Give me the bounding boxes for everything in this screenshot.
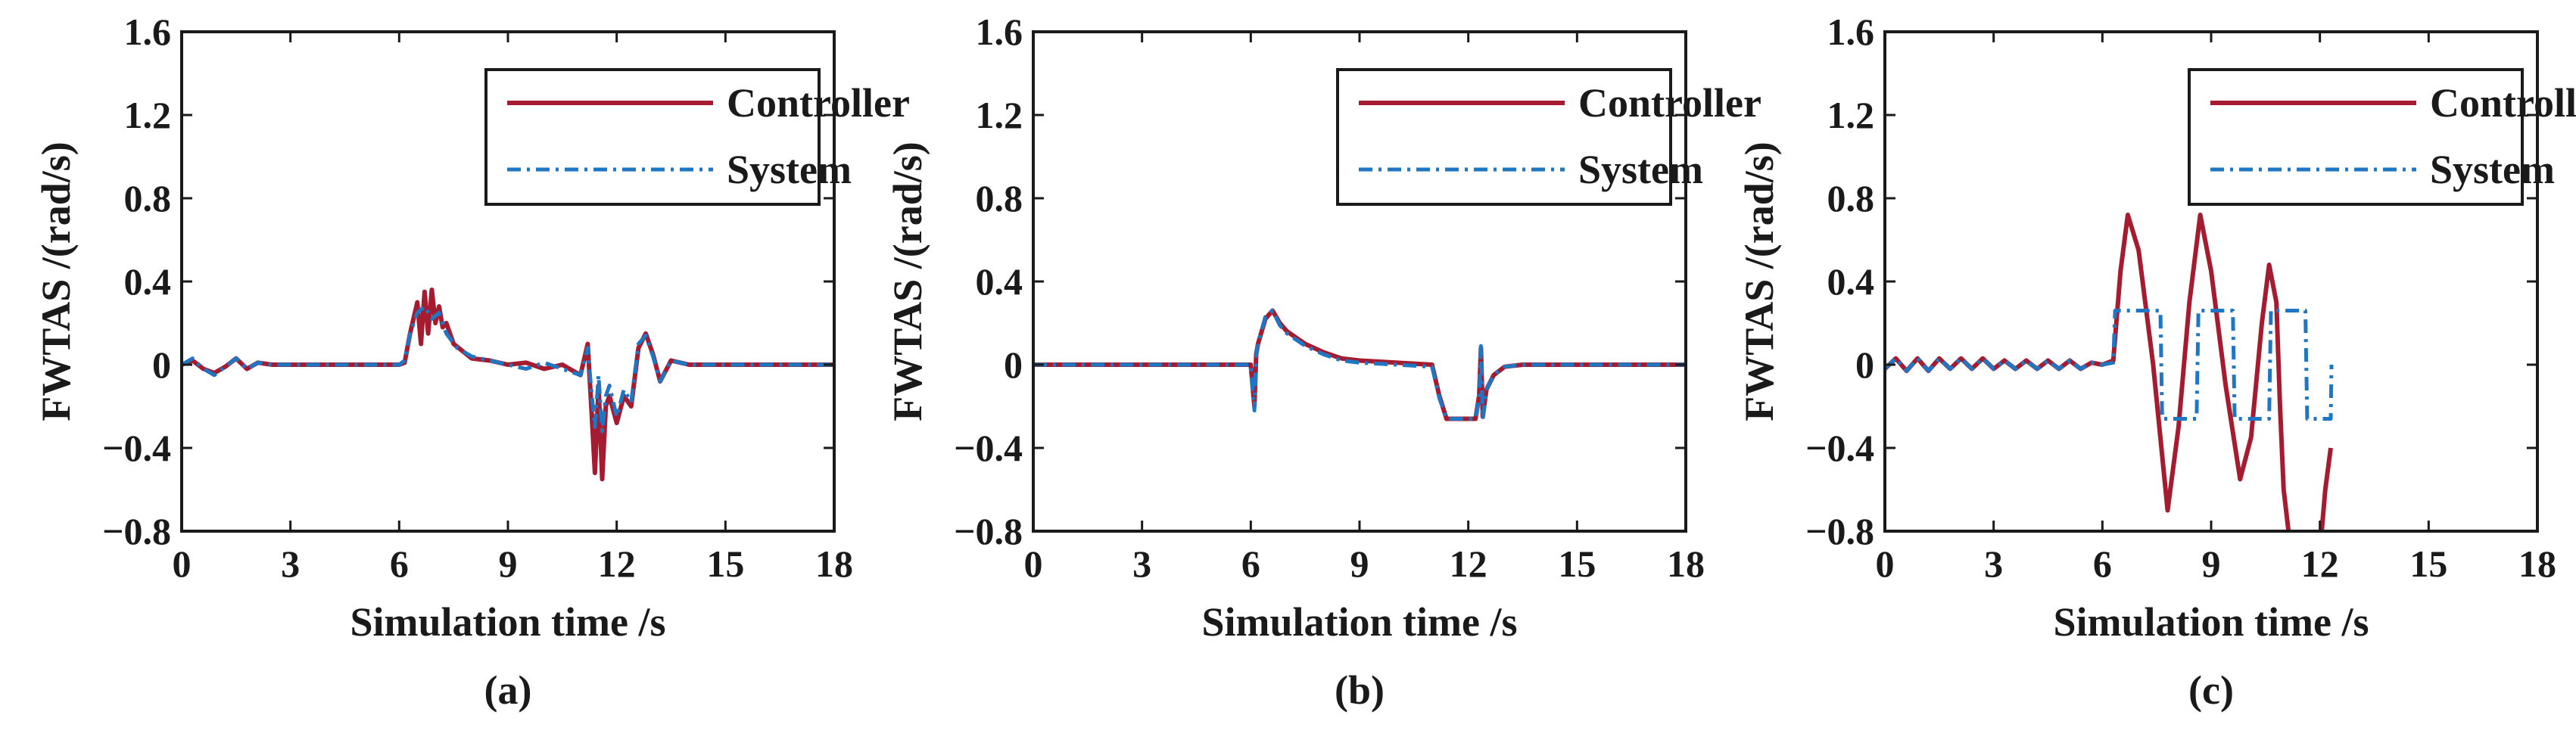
x-tick-label: 0 (1876, 543, 1895, 585)
panel-label: (c) (2188, 667, 2234, 713)
y-tick-label: −0.8 (102, 510, 171, 552)
x-axis-label: Simulation time /s (2053, 599, 2369, 645)
x-tick-label: 6 (1241, 543, 1260, 585)
y-tick-label: 1.2 (976, 94, 1023, 136)
panel-label: (b) (1335, 667, 1385, 713)
y-tick-label: 0 (152, 344, 171, 386)
x-tick-label: 0 (1024, 543, 1043, 585)
legend-label-system: System (727, 147, 852, 192)
y-tick-label: 1.2 (124, 94, 172, 136)
y-tick-label: 0.8 (1827, 177, 1875, 219)
y-tick-label: 0 (1004, 344, 1023, 386)
y-tick-label: −0.8 (1805, 510, 1874, 552)
x-tick-label: 15 (706, 543, 744, 585)
x-axis-label: Simulation time /s (1201, 599, 1517, 645)
chart-panel-2: 0 3 6 9 12 15 18 −0.8 −0.4 0 0.4 0.8 1.2 1.6 Simulatio… (885, 11, 1761, 713)
legend-label-controller: Controller (1578, 80, 1761, 126)
y-tick-label: −0.4 (102, 427, 171, 469)
legend-label-controller: Controller (727, 80, 910, 126)
x-tick-label: 9 (499, 543, 518, 585)
chart-panel-1: 0 3 6 9 12 15 18 −0.8 −0.4 0 0.4 0.8 1.2 1.6 Simulatio… (33, 11, 910, 713)
legend-label-system: System (1578, 147, 1703, 192)
legend: Controller System (484, 68, 910, 206)
y-tick-label: 0.4 (1827, 260, 1875, 303)
legend-label-system: System (2430, 147, 2555, 192)
y-tick-label: −0.8 (954, 510, 1023, 552)
x-tick-label: 12 (2301, 543, 2339, 585)
x-tick-label: 3 (281, 543, 300, 585)
legend: Controller System (2188, 68, 2576, 206)
y-axis-label: FWTAS /(rad/s) (1737, 141, 1782, 421)
y-tick-label: 0.4 (976, 260, 1023, 303)
x-tick-label: 12 (598, 543, 636, 585)
y-tick-label: 1.6 (976, 11, 1023, 53)
legend-box (1336, 68, 1672, 206)
x-tick-label: 18 (2518, 543, 2556, 585)
y-tick-label: 0.8 (124, 177, 172, 219)
y-tick-label: 1.6 (1827, 11, 1875, 53)
y-tick-label: 1.2 (1827, 94, 1875, 136)
series-line-system (182, 304, 834, 434)
chart-panel-3: 0 3 6 9 12 15 18 −0.8 −0.4 0 0.4 0.8 1.2 1.6 Simulatio… (1737, 11, 2576, 713)
series-line-controller (1885, 213, 2333, 531)
y-tick-label: 0.8 (976, 177, 1023, 219)
x-axis-label: Simulation time /s (350, 599, 665, 645)
x-tick-label: 9 (1350, 543, 1369, 585)
panel-label: (a) (484, 667, 532, 713)
x-tick-label: 0 (173, 543, 192, 585)
series-line-controller (182, 288, 834, 482)
y-tick-label: 0 (1855, 344, 1874, 386)
x-tick-label: 6 (2093, 543, 2112, 585)
y-axis-label: FWTAS /(rad/s) (885, 141, 930, 421)
y-axis-label: FWTAS /(rad/s) (33, 141, 79, 421)
x-tick-label: 9 (2202, 543, 2221, 585)
y-tick-label: −0.4 (954, 427, 1023, 469)
legend-box (2188, 68, 2524, 206)
legend: Controller System (1336, 68, 1761, 206)
x-tick-label: 12 (1450, 543, 1487, 585)
y-tick-label: 1.6 (124, 11, 172, 53)
x-tick-label: 6 (390, 543, 409, 585)
series-line-system (1885, 309, 2334, 421)
series-line-system (1033, 309, 1686, 421)
x-tick-label: 18 (815, 543, 853, 585)
x-tick-label: 3 (1132, 543, 1151, 585)
legend-box (484, 68, 821, 206)
x-tick-label: 18 (1667, 543, 1705, 585)
x-tick-label: 3 (1984, 543, 2003, 585)
legend-label-controller: Controller (2430, 80, 2576, 126)
x-tick-label: 15 (2409, 543, 2447, 585)
x-tick-label: 15 (1558, 543, 1596, 585)
y-tick-label: 0.4 (124, 260, 172, 303)
y-tick-label: −0.4 (1805, 427, 1874, 469)
